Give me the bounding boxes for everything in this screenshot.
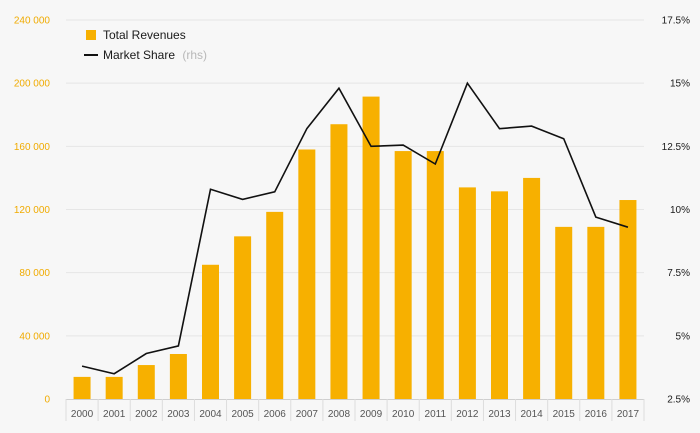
bar-total-revenues — [202, 264, 219, 399]
bar-total-revenues — [491, 191, 508, 399]
y-right-tick-label: 12.5% — [662, 142, 690, 153]
bar-total-revenues — [298, 149, 316, 399]
x-tick-label: 2008 — [328, 409, 351, 420]
axes: 0 40 000 80 000 120 000 160 000 200 000 240 00… — [14, 16, 691, 421]
y-left-tick-label: 0 — [44, 395, 50, 406]
bar-total-revenues — [426, 151, 444, 399]
bar-total-revenues — [266, 211, 284, 399]
y-left-tick-label: 120 000 — [14, 205, 51, 216]
bar-total-revenues — [587, 226, 605, 399]
x-tick-label: 2007 — [296, 409, 319, 420]
legend: Total Revenues Market Share (rhs) — [84, 28, 207, 62]
y-left-tick-label: 40 000 — [19, 331, 50, 342]
bar-total-revenues — [523, 177, 541, 399]
x-tick-label: 2006 — [264, 409, 287, 420]
bar-total-revenues — [105, 376, 123, 399]
bar-total-revenues — [394, 151, 412, 399]
bar-total-revenues — [362, 96, 380, 399]
bar-total-revenues — [458, 187, 476, 399]
market-share-line-group — [81, 81, 629, 375]
line-market-share — [81, 81, 629, 375]
bar-total-revenues — [73, 376, 91, 399]
legend-swatch-total-revenues — [86, 30, 96, 40]
y-right-tick-label: 15% — [670, 79, 690, 90]
x-tick-label: 2013 — [488, 409, 511, 420]
gridlines — [66, 19, 644, 337]
x-tick-label: 2009 — [360, 409, 383, 420]
x-tick-label: 2000 — [71, 409, 94, 420]
x-tick-label: 2004 — [199, 409, 222, 420]
bar-total-revenues — [234, 236, 252, 399]
x-tick-label: 2016 — [585, 409, 608, 420]
x-tick-label: 2001 — [103, 409, 126, 420]
x-tick-label: 2014 — [520, 409, 543, 420]
y-left-tick-label: 160 000 — [14, 142, 51, 153]
x-tick-label: 2011 — [425, 409, 447, 420]
bar-total-revenues — [619, 200, 637, 399]
y-left-tick-label: 240 000 — [14, 16, 51, 27]
legend-label-market-share-note: (rhs) — [182, 48, 207, 62]
y-right-tick-label: 5% — [676, 331, 691, 342]
legend-label-total-revenues: Total Revenues — [103, 28, 186, 42]
y-right-tick-label: 10% — [670, 205, 690, 216]
legend-label-market-share-text: Market Share — [103, 48, 175, 62]
legend-label-market-share: Market Share (rhs) — [103, 48, 207, 62]
y-left-tick-label: 200 000 — [14, 79, 51, 90]
y-right-tick-label: 7.5% — [667, 268, 690, 279]
x-tick-label: 2012 — [456, 409, 479, 420]
revenue-bars — [73, 96, 637, 399]
x-tick-label: 2003 — [167, 409, 190, 420]
x-tick-label: 2015 — [553, 409, 576, 420]
y-right-tick-label: 2.5% — [667, 395, 690, 406]
x-tick-label: 2017 — [617, 409, 640, 420]
bar-total-revenues — [330, 124, 348, 399]
x-tick-label: 2010 — [392, 409, 415, 420]
x-tick-label: 2005 — [231, 409, 254, 420]
bar-total-revenues — [555, 226, 573, 399]
bar-total-revenues — [169, 353, 187, 399]
bar-total-revenues — [137, 365, 155, 399]
y-right-tick-label: 17.5% — [662, 16, 690, 27]
y-left-tick-label: 80 000 — [19, 268, 50, 279]
x-tick-label: 2002 — [135, 409, 158, 420]
